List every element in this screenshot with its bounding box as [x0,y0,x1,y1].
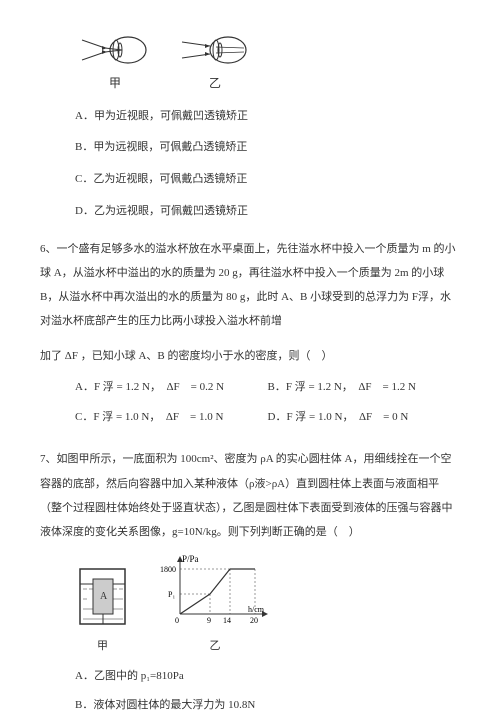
q7-option-a: A．乙图中的 p₁=810Pa [75,667,460,687]
svg-text:14: 14 [223,616,231,625]
q7-figure-right: P/Pa h/cm 1800 P₁ 9 14 20 0 乙 [160,554,270,657]
svg-text:A: A [100,591,108,602]
eye-lens-left-icon [80,30,150,70]
q6-option-c: C．F 浮 = 1.0 N， ΔF = 1.0 N [75,408,268,428]
svg-text:9: 9 [207,616,211,625]
eye-diagram-left: 甲 [80,30,150,95]
q5-options: A．甲为近视眼，可佩戴凹透镜矫正 B．甲为远视眼，可佩戴凸透镜矫正 C．乙为近视… [75,107,460,222]
q5-option-b: B．甲为远视眼，可佩戴凸透镜矫正 [75,138,460,158]
q5-option-a: A．甲为近视眼，可佩戴凹透镜矫正 [75,107,460,127]
fig-right-label: 乙 [160,637,270,657]
svg-text:1800: 1800 [160,565,176,574]
svg-text:P/Pa: P/Pa [182,554,199,564]
eye-label-right: 乙 [209,73,221,95]
q6-option-d: D．F 浮 = 1.0 N， ΔF = 0 N [268,408,461,428]
svg-text:0: 0 [175,616,179,625]
q7-figures: A 甲 P/Pa h/cm [75,554,460,657]
q6-text: 6、一个盛有足够多水的溢水杯放在水平桌面上，先往溢水杯中投入一个质量为 m 的小… [40,237,460,334]
svg-text:h/cm: h/cm [248,605,265,614]
eye-lens-right-icon [180,30,250,70]
pressure-graph-icon: P/Pa h/cm 1800 P₁ 9 14 20 0 [160,554,270,629]
q7-options: A．乙图中的 p₁=810Pa B．液体对圆柱体的最大浮力为 10.8N [75,667,460,716]
eye-label-left: 甲 [109,73,121,95]
q6-options: A．F 浮 = 1.2 N， ΔF = 0.2 N B．F 浮 = 1.2 N，… [75,378,460,438]
q6-option-a: A．F 浮 = 1.2 N， ΔF = 0.2 N [75,378,268,398]
svg-text:P₁: P₁ [168,590,175,599]
svg-text:20: 20 [250,616,258,625]
fig-left-label: 甲 [75,637,130,657]
q7-figure-left: A 甲 [75,564,130,657]
q5-option-c: C．乙为近视眼，可佩戴凸透镜矫正 [75,170,460,190]
eye-diagram-right: 乙 [180,30,250,95]
q6-text2: 加了 ΔF ，已知小球 A、B 的密度均小于水的密度，则（ ） [40,344,460,368]
q7-option-b: B．液体对圆柱体的最大浮力为 10.8N [75,696,460,716]
q7-text: 7、如图甲所示，一底面积为 100cm²、密度为 ρA 的实心圆柱体 A，用细线… [40,447,460,544]
container-icon: A [75,564,130,629]
q6-option-b: B．F 浮 = 1.2 N， ΔF = 1.2 N [268,378,461,398]
q5-option-d: D．乙为远视眼，可佩戴凹透镜矫正 [75,202,460,222]
eye-diagram-row: 甲 乙 [80,30,460,95]
